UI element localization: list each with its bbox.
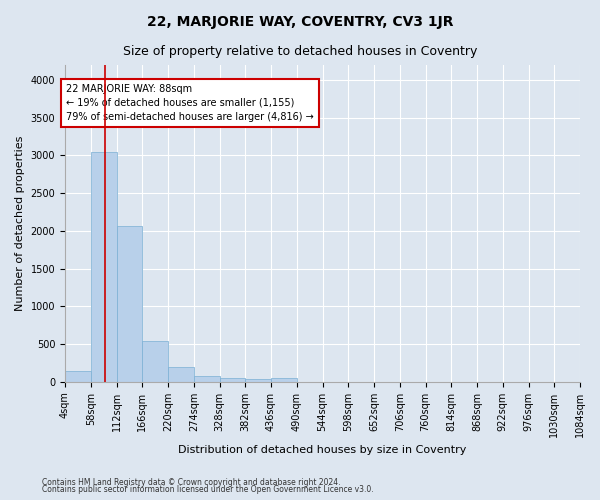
Bar [271, 378, 297, 382]
Text: Size of property relative to detached houses in Coventry: Size of property relative to detached ho… [123, 45, 477, 58]
Y-axis label: Number of detached properties: Number of detached properties [15, 136, 25, 311]
Text: Contains public sector information licensed under the Open Government Licence v3: Contains public sector information licen… [42, 486, 374, 494]
Bar [91, 152, 116, 382]
Bar [65, 371, 91, 382]
Bar [168, 366, 194, 382]
X-axis label: Distribution of detached houses by size in Coventry: Distribution of detached houses by size … [178, 445, 467, 455]
Bar [142, 340, 168, 382]
Bar [116, 226, 142, 382]
Text: 22 MARJORIE WAY: 88sqm
← 19% of detached houses are smaller (1,155)
79% of semi-: 22 MARJORIE WAY: 88sqm ← 19% of detached… [66, 84, 314, 122]
Text: 22, MARJORIE WAY, COVENTRY, CV3 1JR: 22, MARJORIE WAY, COVENTRY, CV3 1JR [147, 15, 453, 29]
Bar [194, 376, 220, 382]
Bar [245, 380, 271, 382]
Bar [220, 378, 245, 382]
Text: Contains HM Land Registry data © Crown copyright and database right 2024.: Contains HM Land Registry data © Crown c… [42, 478, 341, 487]
